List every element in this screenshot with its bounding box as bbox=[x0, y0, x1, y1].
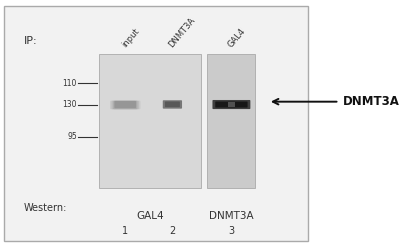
Text: DNMT3A: DNMT3A bbox=[167, 16, 197, 49]
FancyBboxPatch shape bbox=[98, 54, 201, 187]
Text: DNMT3A: DNMT3A bbox=[342, 95, 399, 108]
FancyBboxPatch shape bbox=[165, 102, 180, 107]
FancyBboxPatch shape bbox=[228, 102, 235, 107]
Text: GAL4: GAL4 bbox=[226, 27, 247, 49]
Text: 1: 1 bbox=[122, 226, 128, 236]
Text: IP:: IP: bbox=[24, 36, 38, 46]
FancyBboxPatch shape bbox=[215, 102, 248, 108]
FancyBboxPatch shape bbox=[4, 6, 308, 241]
FancyBboxPatch shape bbox=[114, 101, 136, 108]
Text: 130: 130 bbox=[62, 100, 77, 109]
FancyBboxPatch shape bbox=[110, 101, 140, 109]
FancyBboxPatch shape bbox=[212, 100, 250, 109]
Text: 95: 95 bbox=[67, 132, 77, 141]
Text: 110: 110 bbox=[62, 79, 77, 88]
FancyBboxPatch shape bbox=[207, 54, 256, 187]
Text: Western:: Western: bbox=[24, 203, 67, 213]
FancyBboxPatch shape bbox=[163, 100, 182, 109]
FancyBboxPatch shape bbox=[113, 101, 137, 109]
Text: DNMT3A: DNMT3A bbox=[209, 211, 254, 221]
Text: 3: 3 bbox=[228, 226, 234, 236]
Text: GAL4: GAL4 bbox=[136, 211, 164, 221]
Text: 2: 2 bbox=[169, 226, 176, 236]
Text: input: input bbox=[120, 27, 141, 49]
FancyBboxPatch shape bbox=[112, 101, 139, 109]
